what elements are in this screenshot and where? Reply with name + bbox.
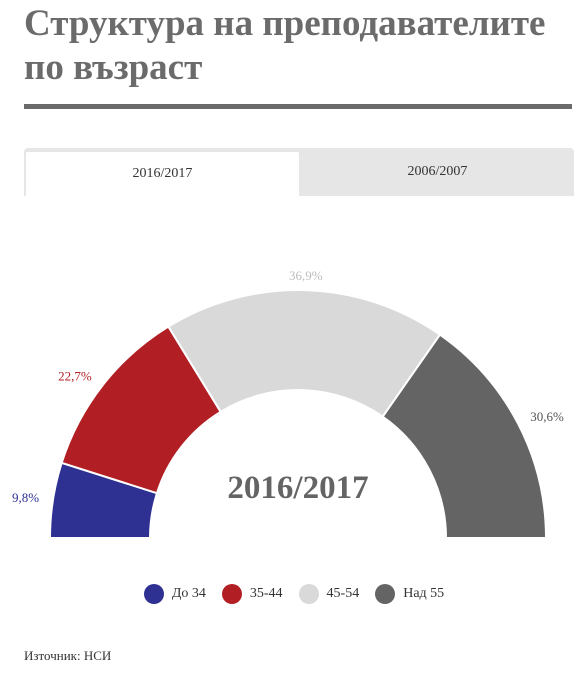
title-divider [24,104,572,109]
legend-item-2[interactable]: 45-54 [298,584,360,604]
legend-label-0: До 34 [171,586,206,601]
chart-legend: До 34 35-44 45-54 Над 55 [0,580,588,608]
year-tabs: 2016/2017 2006/2007 [24,148,574,196]
legend-swatch-1 [221,584,242,604]
semicircle-donut-chart: 9,8% 22,7% 36,9% 30,6% 2016/2017 [12,268,564,539]
legend-item-1[interactable]: 35-44 [221,584,283,604]
legend-label-3: Над 55 [403,586,445,601]
chart-title: Структура на преподавателите по възраст [24,3,546,88]
legend-label-2: 45-54 [326,586,360,601]
data-label-1: 22,7% [58,368,92,383]
center-label: 2016/2017 [227,470,368,506]
tab-2006-2007[interactable]: 2006/2007 [301,148,574,196]
data-label-0: 9,8% [12,490,39,505]
legend-swatch-0 [143,584,164,604]
data-label-2: 36,9% [289,268,323,283]
slice-2[interactable] [167,289,442,419]
data-label-3: 30,6% [530,409,564,424]
slice-3[interactable] [381,333,548,539]
source-note: Източник: НСИ [24,648,112,663]
tab-2016-2017[interactable]: 2016/2017 [24,150,301,196]
legend-swatch-2 [298,584,319,604]
legend-label-1: 35-44 [249,586,283,601]
legend-item-0[interactable]: До 34 [143,584,206,604]
legend-swatch-3 [375,584,396,604]
legend-item-3[interactable]: Над 55 [375,584,444,604]
